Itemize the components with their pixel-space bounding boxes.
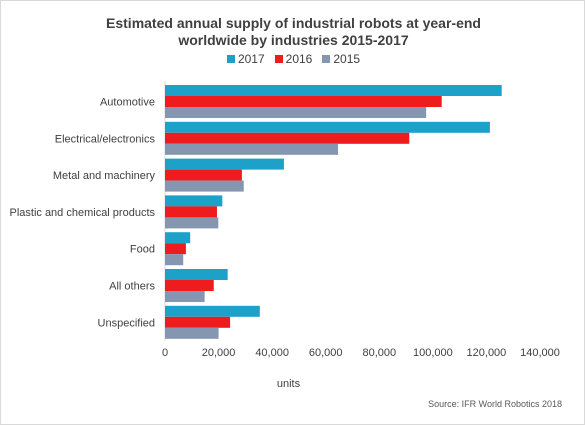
- chart-title-line-2: worldwide by industries 2015-2017: [178, 32, 409, 48]
- x-tick-label: 80,000: [362, 347, 396, 359]
- category-label: All others: [109, 281, 155, 293]
- x-tick-label: 120,000: [467, 347, 507, 359]
- source-note: Source: IFR World Robotics 2018: [428, 399, 562, 409]
- x-tick-label: 60,000: [309, 347, 343, 359]
- category-label: Plastic and chemical products: [9, 207, 155, 219]
- bar-2015-all-others: [165, 291, 205, 302]
- bar-2016-unspecified: [165, 316, 231, 328]
- x-tick-label: 100,000: [413, 347, 453, 359]
- bar-2015-unspecified: [165, 327, 219, 339]
- x-tick-label: 140,000: [520, 347, 560, 359]
- x-tick-label: 0: [162, 347, 168, 359]
- legend-item-2015: 2015: [322, 52, 360, 66]
- bar-2017-automotive: [165, 85, 502, 96]
- bar-2016-plastic-and-chemical-products: [165, 206, 217, 218]
- x-axis-title-text: units: [276, 378, 301, 390]
- bar-2017-unspecified: [165, 305, 260, 317]
- legend-swatch-2016: [274, 55, 283, 63]
- bar-2016-all-others: [165, 280, 214, 291]
- category-label: Automotive: [100, 97, 155, 109]
- bar-2017-all-others: [165, 269, 228, 280]
- bar-2017-metal-and-machinery: [165, 158, 284, 170]
- legend-item-2016: 2016: [274, 52, 313, 66]
- legend-label-2017: 2017: [237, 52, 265, 66]
- x-axis-title: units: [1, 378, 585, 390]
- bar-2015-food: [165, 254, 184, 266]
- legend-item-2017: 2017: [226, 52, 265, 66]
- legend-swatch-2015: [322, 55, 331, 63]
- category-label: Food: [130, 244, 155, 256]
- bar-2017-electrical-electronics: [165, 121, 490, 133]
- bar-2016-food: [165, 243, 186, 255]
- bar-2015-metal-and-machinery: [165, 180, 244, 192]
- x-tick-label: 20,000: [202, 347, 236, 359]
- legend-swatch-2017: [226, 55, 235, 63]
- chart-title: Estimated annual supply of industrial ro…: [1, 15, 585, 49]
- bar-2016-metal-and-machinery: [165, 169, 242, 181]
- legend-label-2015: 2015: [333, 52, 361, 66]
- bar-2017-food: [165, 232, 191, 244]
- bar-2016-automotive: [165, 96, 442, 107]
- category-label: Unspecified: [98, 317, 155, 329]
- bar-2015-plastic-and-chemical-products: [165, 217, 219, 229]
- bar-2017-plastic-and-chemical-products: [165, 195, 223, 207]
- bar-2015-electrical-electronics: [165, 143, 339, 155]
- legend-label-2016: 2016: [285, 52, 313, 66]
- chart-title-line-1: Estimated annual supply of industrial ro…: [106, 15, 481, 31]
- bar-2016-electrical-electronics: [165, 132, 410, 144]
- bar-2015-automotive: [165, 107, 427, 118]
- chart-legend: 2017 2016 2015: [1, 52, 585, 66]
- category-label: Electrical/electronics: [55, 133, 156, 145]
- x-tick-label: 40,000: [255, 347, 289, 359]
- category-label: Metal and machinery: [53, 170, 156, 182]
